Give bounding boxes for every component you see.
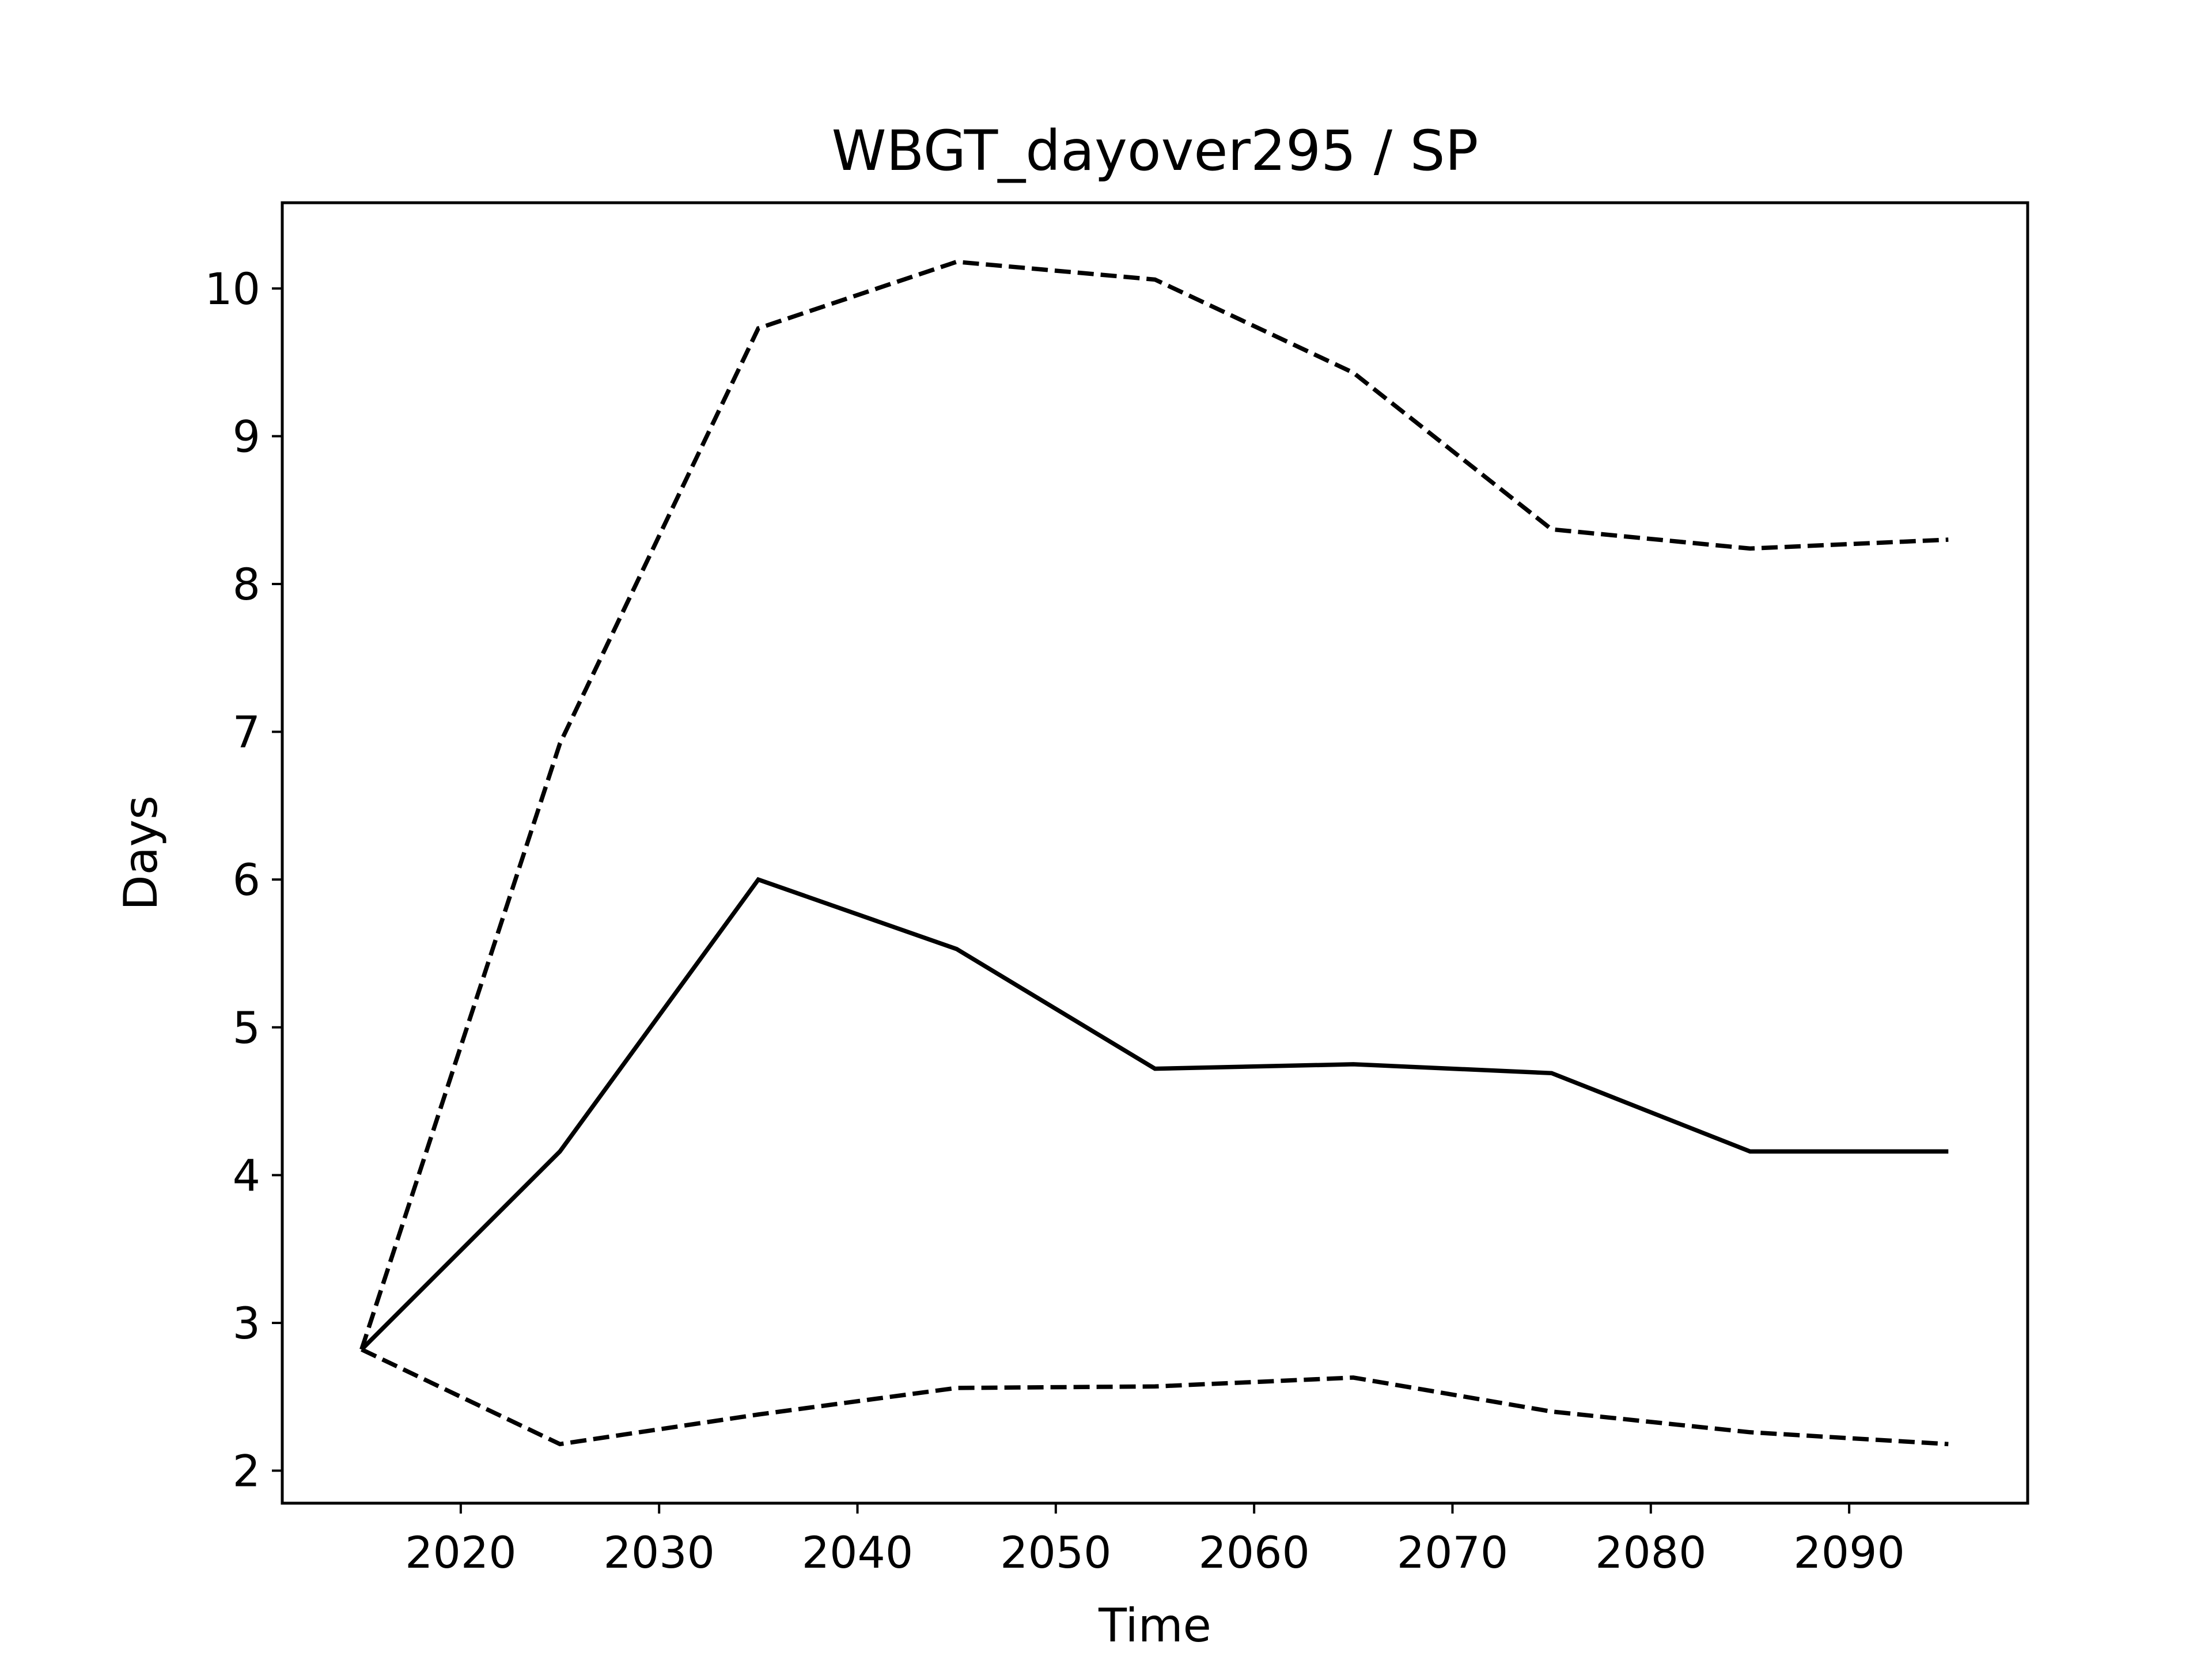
y-axis-label: Days: [114, 795, 168, 911]
y-tick-label: 7: [233, 707, 260, 758]
y-axis-ticks: 2 3 4 5 6 7 8 9 10: [204, 263, 282, 1497]
plot-frame: [281, 201, 2029, 1505]
x-tick-label: 2060: [1198, 1527, 1309, 1578]
chart-title: WBGT_dayover295 / SP: [832, 119, 1479, 183]
data-series: [359, 259, 1949, 1447]
series-line-1: [359, 259, 1949, 1351]
y-tick-label: 6: [233, 854, 260, 905]
y-tick-label: 8: [233, 559, 260, 610]
x-tick-label: 2050: [1000, 1527, 1111, 1578]
y-tick-label: 4: [233, 1150, 260, 1201]
plot-area: [281, 201, 2029, 1505]
y-tick-label: 3: [233, 1298, 260, 1349]
x-tick-label: 2040: [802, 1527, 913, 1578]
series-line-2: [360, 877, 1949, 1351]
series-line-3: [361, 1347, 1949, 1447]
x-tick-label: 2070: [1397, 1527, 1508, 1578]
x-axis-label: Time: [1098, 1599, 1211, 1652]
y-tick-label: 5: [233, 1002, 260, 1053]
x-axis-ticks: 2020 2030 2040 2050 2060 2070 2080 2090: [405, 1503, 1905, 1578]
x-tick-label: 2020: [405, 1527, 516, 1578]
x-tick-label: 2030: [603, 1527, 714, 1578]
x-tick-label: 2080: [1595, 1527, 1706, 1578]
y-tick-label: 9: [233, 411, 260, 462]
y-tick-label: 10: [204, 263, 260, 314]
y-tick-label: 2: [233, 1446, 260, 1497]
x-tick-label: 2090: [1793, 1527, 1904, 1578]
